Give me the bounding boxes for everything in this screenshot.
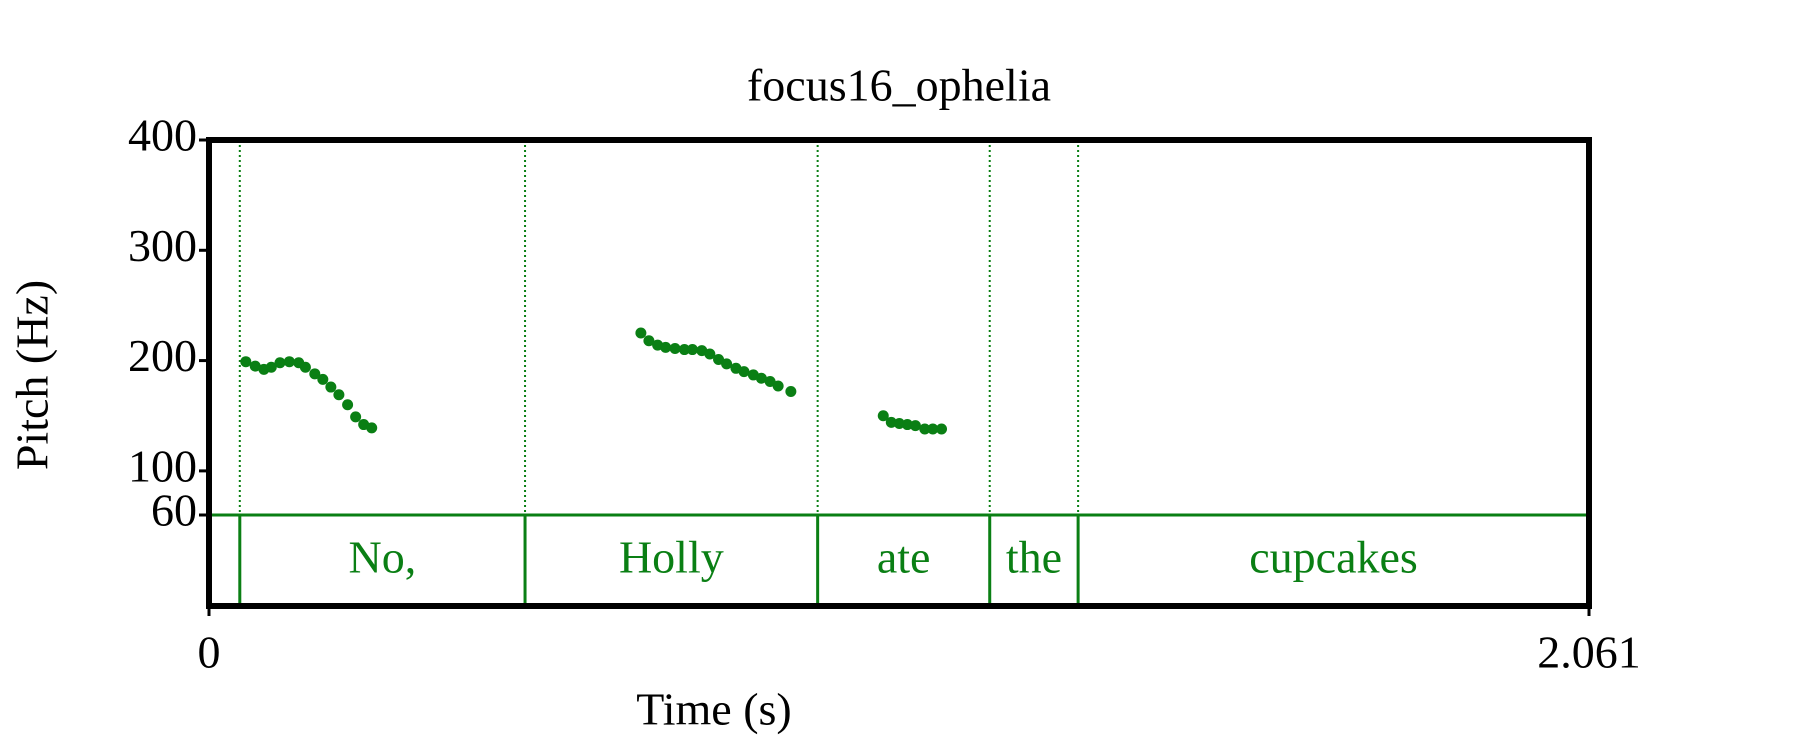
pitch-point	[877, 410, 889, 422]
pitch-point	[309, 368, 321, 380]
pitch-point	[927, 423, 939, 435]
pitch-point	[240, 356, 252, 368]
pitch-point	[274, 357, 286, 369]
y-tick-label: 400	[128, 110, 197, 161]
plot-frame	[206, 137, 1592, 609]
interval-label: cupcakes	[1249, 532, 1418, 583]
pitch-point	[333, 389, 345, 401]
pitch-point	[317, 373, 329, 385]
pitch-point	[366, 422, 378, 434]
pitch-point	[660, 341, 672, 353]
x-axis-label: Time (s)	[636, 684, 792, 735]
pitch-point	[721, 358, 733, 370]
pitch-point	[350, 411, 362, 423]
interval-label: ate	[877, 532, 931, 583]
y-tick-label: 300	[128, 220, 197, 271]
pitch-point	[909, 420, 921, 432]
pitch-point	[299, 361, 311, 373]
pitch-point	[738, 366, 750, 378]
pitch-point	[249, 360, 261, 372]
pitch-point	[936, 423, 948, 435]
pitch-point	[772, 380, 784, 392]
chart-title: focus16_ophelia	[747, 60, 1051, 111]
pitch-point	[919, 423, 931, 435]
x-tick-label: 0	[198, 627, 221, 678]
pitch-point	[669, 342, 681, 354]
pitch-point	[893, 417, 905, 429]
pitch-point	[885, 416, 897, 428]
interval-label: the	[1006, 532, 1062, 583]
pitch-point	[643, 335, 655, 347]
pitch-point	[283, 356, 295, 368]
pitch-point	[265, 361, 277, 373]
pitch-point	[325, 381, 337, 393]
interval-label: Holly	[619, 532, 724, 583]
pitch-point	[755, 372, 767, 384]
pitch-point	[785, 385, 797, 397]
pitch-point	[764, 376, 776, 388]
pitch-point	[342, 399, 354, 411]
y-axis-label: Pitch (Hz)	[7, 280, 58, 470]
interval-label: No,	[349, 532, 417, 583]
y-tick-label: 200	[128, 330, 197, 381]
pitch-point	[713, 353, 725, 365]
pitch-point	[635, 327, 647, 339]
y-tick-label: 60	[151, 485, 197, 536]
y-tick-label: 100	[128, 440, 197, 491]
pitch-point	[678, 344, 690, 356]
pitch-point	[686, 344, 698, 356]
pitch-point	[901, 419, 913, 431]
pitch-point	[704, 348, 716, 360]
x-tick-label: 2.061	[1537, 627, 1641, 678]
